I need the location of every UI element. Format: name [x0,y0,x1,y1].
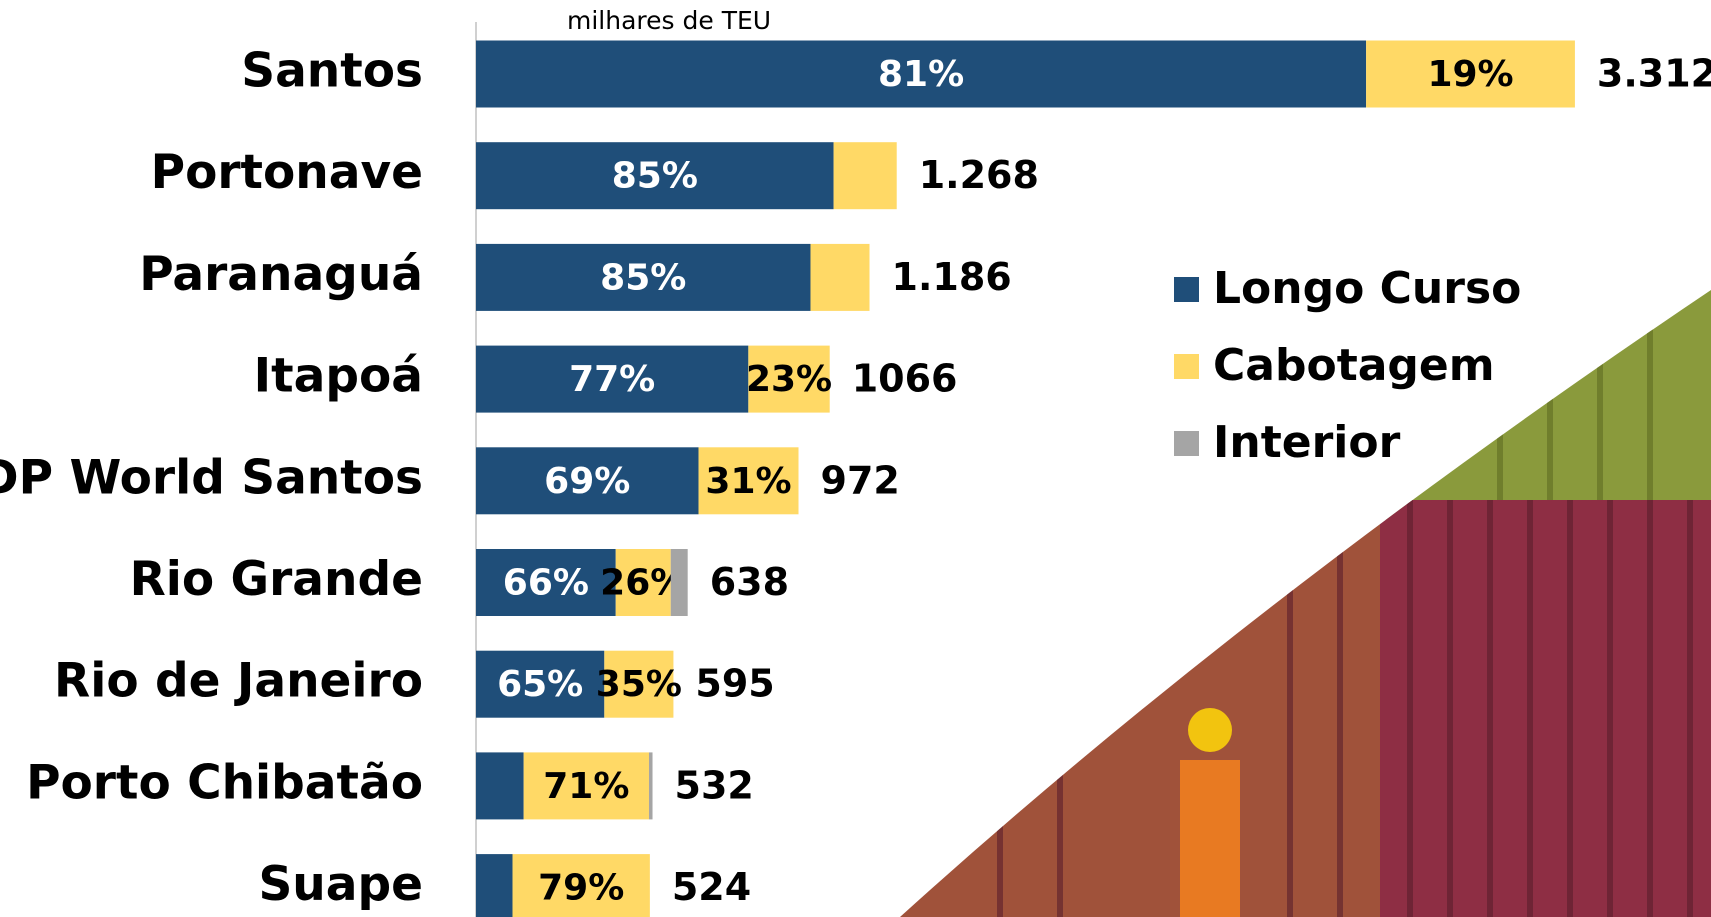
bar-segment [476,752,524,820]
bar-segment [476,549,616,616]
bar-segment [523,752,649,820]
data-label: 79% [538,868,624,909]
data-label: 31% [705,461,791,502]
bar-segment [615,549,671,616]
data-label: 35% [596,664,682,705]
y-tick-label: DP World Santos [0,450,423,505]
total-label: 1.186 [892,255,1012,299]
legend-label: Longo Curso [1213,263,1521,314]
chart-subtitle: milhares de TEU [567,6,771,35]
total-label: 972 [821,458,900,502]
bar-segment [810,243,870,311]
total-label: 532 [675,763,754,807]
data-label: 23% [746,359,832,400]
y-tick-label: Itapoá [254,349,423,404]
total-label: 524 [672,865,751,909]
legend-label: Cabotagem [1213,340,1495,391]
bar-segment [476,142,834,210]
bar-segment [670,549,688,616]
bar-segment [833,142,897,210]
y-tick-label: Suape [258,857,423,912]
y-tick-label: Santos [241,44,423,99]
data-label: 85% [600,257,686,298]
y-tick-label: Rio de Janeiro [54,654,423,709]
data-label: 19% [1427,54,1513,95]
y-tick-label: Porto Chibatão [26,755,423,810]
total-label: 595 [695,662,774,706]
bar-segment [476,243,811,311]
legend-label: Interior [1213,417,1401,468]
bar-segment [476,854,513,917]
y-tick-label: Portonave [151,145,423,200]
bar-segment [476,345,749,413]
data-label: 85% [612,156,698,197]
total-label: 3.312 [1597,52,1711,96]
data-label: 81% [878,54,964,95]
total-label: 1.268 [919,153,1039,197]
bar-segment [648,752,653,820]
data-label: 65% [497,664,583,705]
data-label: 71% [543,766,629,807]
bar-segment [698,447,799,515]
bar-segment [604,650,674,718]
legend-swatch [1174,431,1199,456]
bar-segment [476,447,699,515]
bar-segment [512,854,650,917]
data-label: 66% [503,563,589,604]
bar-segment [476,40,1367,108]
total-label: 638 [710,560,789,604]
legend-swatch [1174,277,1199,302]
bar-segment [476,650,605,718]
bar-segment [1366,40,1575,108]
legend-swatch [1174,354,1199,379]
y-tick-label: Rio Grande [130,552,423,607]
data-label: 69% [544,461,630,502]
y-tick-label: Paranaguá [139,247,423,302]
data-label: 77% [569,359,655,400]
total-label: 1066 [852,357,958,401]
bar-segment [748,345,830,413]
